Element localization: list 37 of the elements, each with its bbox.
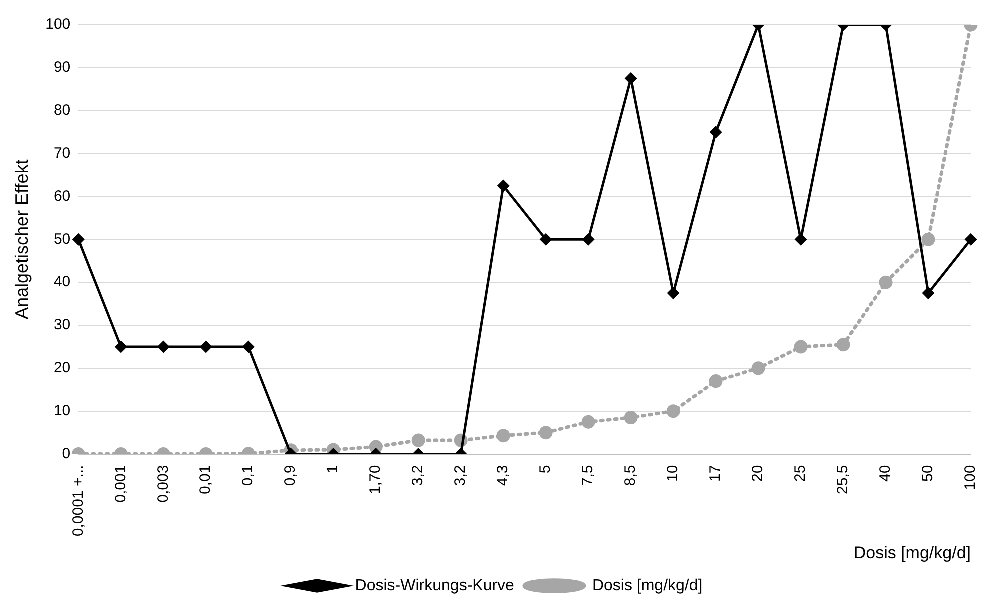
y-tick-label: 20 (54, 360, 71, 377)
x-tick-label: 0,1 (240, 465, 257, 486)
x-tick-label: 0,0001 +... (70, 465, 87, 537)
x-tick-label: 40 (877, 465, 894, 482)
y-tick-label: 100 (46, 16, 71, 34)
y-tick-label: 40 (54, 274, 71, 291)
y-tick-label: 0 (62, 445, 71, 462)
x-axis-title: Dosis [mg/kg/d] (854, 543, 971, 562)
y-tick-label: 10 (54, 402, 71, 420)
y-tick-label: 70 (54, 144, 71, 162)
x-tick-label: 25,5 (834, 465, 852, 494)
x-tick-label: 20 (750, 465, 767, 482)
x-tick-label: 0,003 (154, 465, 172, 503)
y-tick-label: 60 (54, 188, 71, 205)
y-tick-label: 30 (54, 316, 71, 334)
x-tick-label: 1 (324, 465, 342, 474)
x-tick-label: 17 (707, 465, 724, 482)
x-tick-label: 0,01 (197, 465, 214, 494)
x-tick-label: 50 (920, 465, 937, 482)
legend-label: Dosis [mg/kg/d] (592, 577, 703, 594)
x-tick-label: 8,5 (622, 465, 640, 486)
x-tick-label: 3,2 (410, 465, 427, 486)
y-tick-label: 50 (54, 230, 71, 248)
x-tick-label: 100 (962, 465, 980, 490)
x-tick-label: 7,5 (580, 465, 597, 486)
y-tick-label: 80 (54, 102, 71, 119)
x-tick-label: 3,2 (452, 465, 470, 486)
x-tick-label: 0,001 (112, 465, 130, 503)
x-tick-label: 1,70 (367, 465, 384, 494)
y-axis-title: Analgetischer Effekt (12, 160, 32, 320)
y-tick-label: 90 (54, 59, 71, 76)
x-tick-label: 5 (537, 465, 554, 474)
x-tick-label: 4,3 (494, 465, 512, 486)
x-tick-label: 0,9 (282, 465, 300, 486)
legend-label: Dosis-Wirkungs-Kurve (355, 577, 515, 594)
x-tick-label: 10 (664, 465, 682, 482)
x-tick-label: 25 (792, 465, 810, 482)
